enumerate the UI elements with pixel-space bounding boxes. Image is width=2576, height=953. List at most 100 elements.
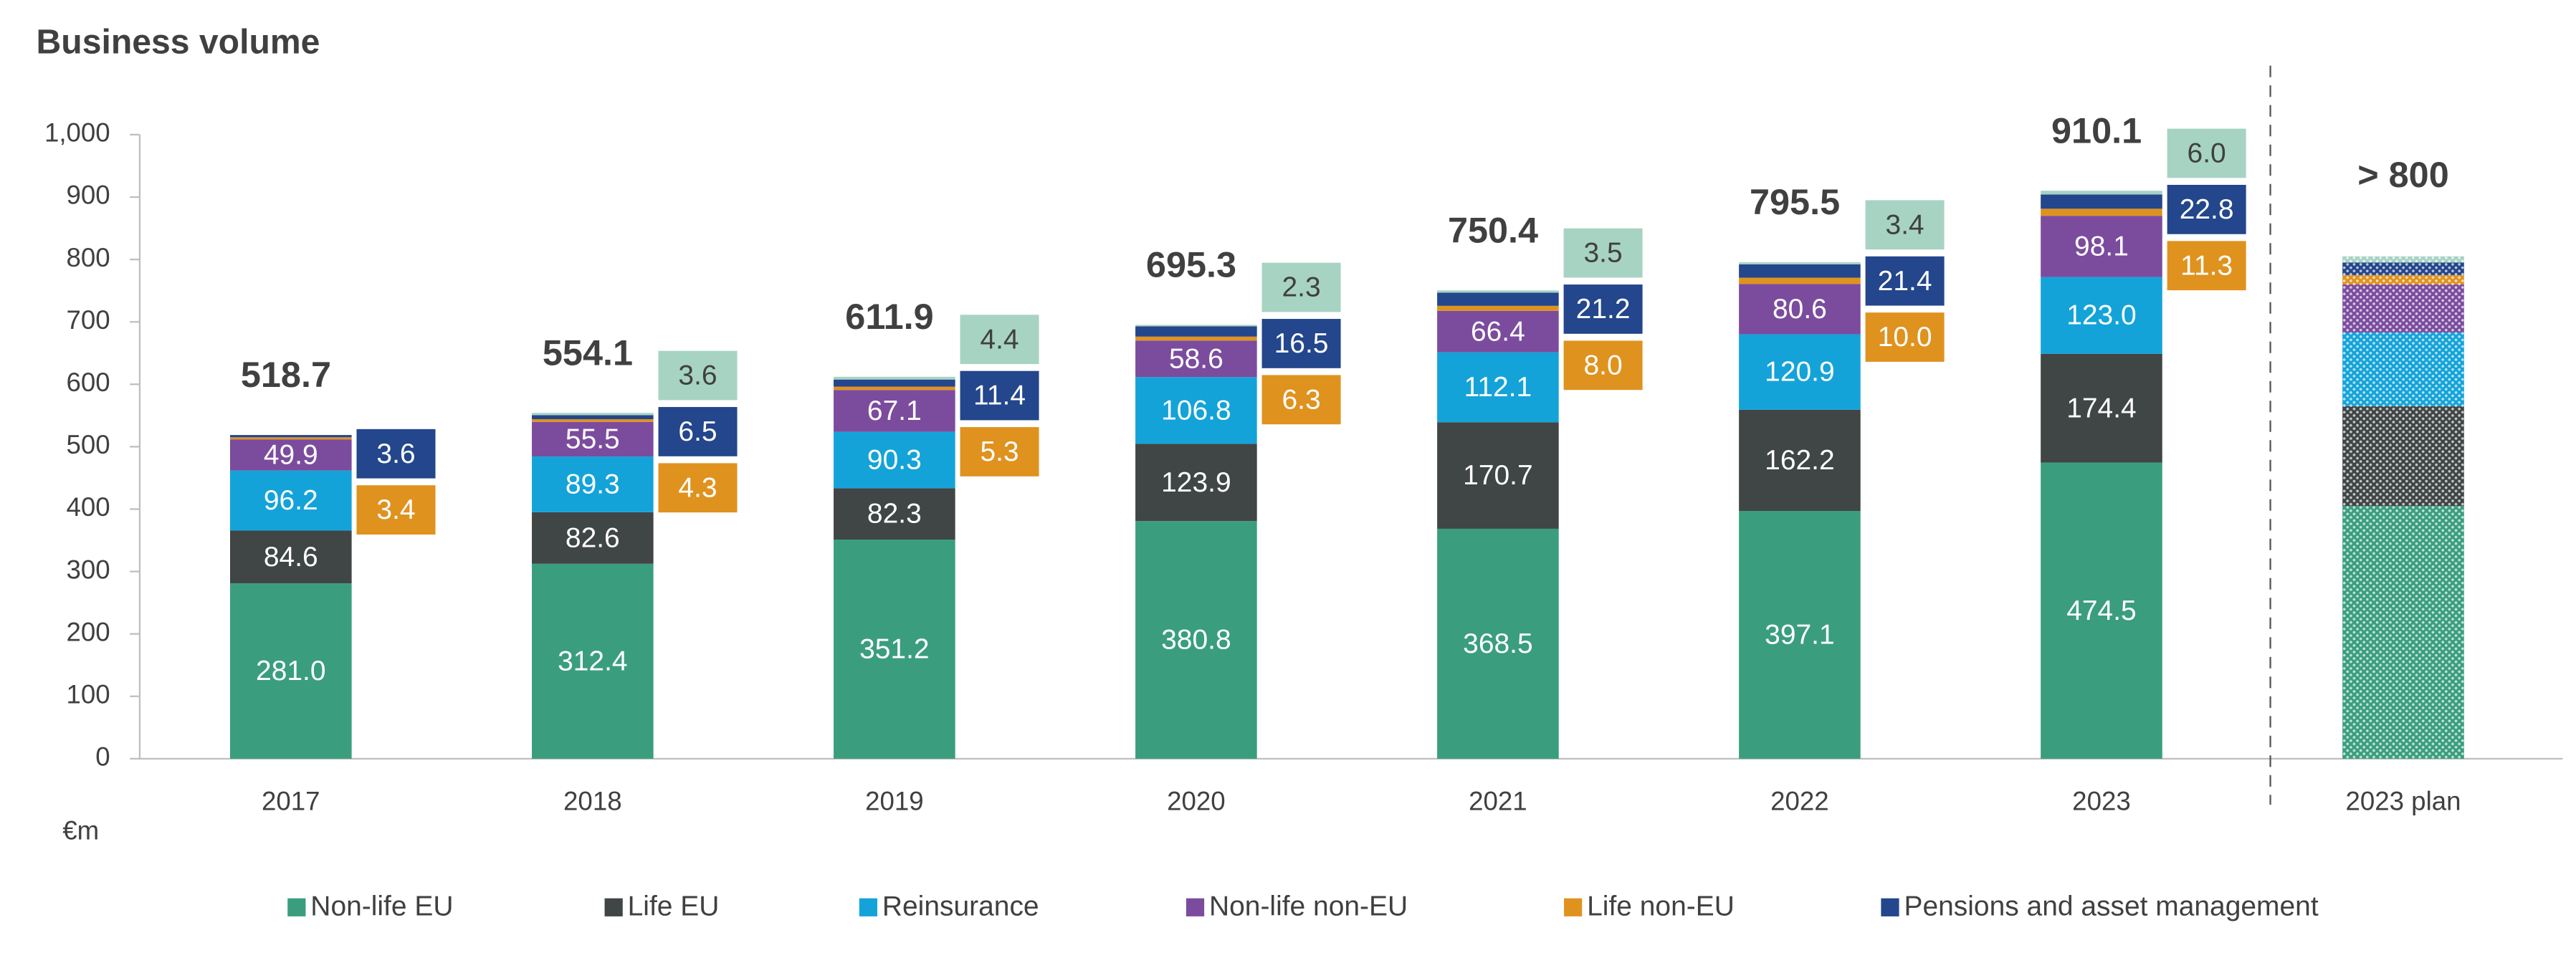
- y-tick-label: 300: [67, 555, 110, 584]
- value-label: 82.3: [867, 499, 922, 530]
- value-label: 89.3: [566, 469, 620, 500]
- value-label: 281.0: [256, 656, 325, 686]
- value-label-box: [1563, 340, 1643, 391]
- legend-swatch: [1881, 898, 1899, 916]
- bar-segment: [2041, 216, 2162, 277]
- value-label-box: [1865, 312, 1945, 362]
- legend-label: Reinsurance: [882, 891, 1039, 922]
- value-label: 3.4: [1886, 209, 1924, 240]
- bar-segment: [230, 583, 352, 759]
- bar-segment: [2342, 406, 2464, 507]
- value-label: 123.9: [1161, 467, 1231, 498]
- value-label: 3.4: [376, 494, 415, 525]
- x-tick-label: 2023 plan: [2345, 786, 2461, 815]
- bar-segment: [230, 439, 352, 471]
- total-box: [225, 351, 347, 401]
- value-label: 174.4: [2066, 393, 2136, 423]
- total-label: 695.3: [1146, 244, 1236, 284]
- legend-swatch: [1186, 898, 1205, 916]
- y-tick-label: 1,000: [44, 118, 110, 148]
- legend-swatch: [1564, 898, 1583, 916]
- value-label-box: [1865, 200, 1945, 250]
- value-label: 4.3: [678, 472, 717, 503]
- bar-segment: [532, 563, 654, 759]
- total-box: [1432, 206, 1554, 257]
- bar-segment: [834, 379, 955, 387]
- bar-segment: [1135, 325, 1257, 327]
- value-label: 2.3: [1282, 272, 1320, 303]
- total-label: 554.1: [543, 332, 633, 373]
- x-tick-label: 2017: [262, 786, 320, 815]
- bar-segment: [230, 470, 352, 531]
- x-tick-label: 2022: [1770, 786, 1829, 815]
- value-label: 16.5: [1274, 328, 1329, 359]
- value-label: 90.3: [867, 445, 922, 476]
- value-label: 98.1: [2074, 231, 2129, 262]
- value-label-box: [1261, 375, 1341, 425]
- bar-segment: [1135, 340, 1257, 378]
- bar-segment: [1437, 422, 1559, 529]
- value-label: 58.6: [1169, 343, 1223, 374]
- bar-segment: [1739, 262, 1861, 264]
- bar-segment: [532, 418, 654, 422]
- value-label: 397.1: [1765, 620, 1834, 651]
- value-label-box: [1261, 319, 1341, 368]
- bar-segment: [2342, 506, 2464, 759]
- value-label: 6.5: [678, 416, 717, 447]
- value-label-box: [356, 428, 436, 479]
- bar-segment: [2342, 332, 2464, 406]
- bar-segment: [1437, 305, 1559, 311]
- y-tick-label: 600: [67, 368, 110, 397]
- bar-segment: [834, 390, 955, 432]
- value-label: 351.2: [859, 634, 929, 665]
- value-label-box: [658, 350, 738, 401]
- value-label-box: [960, 370, 1039, 421]
- value-label-box: [960, 315, 1039, 365]
- bar-segment: [2041, 277, 2162, 354]
- value-label: 3.6: [678, 360, 717, 391]
- value-label: 21.4: [1878, 266, 1932, 297]
- total-label: 611.9: [845, 296, 933, 337]
- value-label: 11.4: [973, 380, 1026, 411]
- bar-segment: [1437, 290, 1559, 293]
- bar-segment: [1739, 409, 1861, 512]
- bar-segment: [230, 530, 352, 584]
- bar-segment: [1135, 444, 1257, 522]
- bar-segment: [1437, 528, 1559, 759]
- bar-segment: [1739, 277, 1861, 284]
- legend-label: Pensions and asset management: [1904, 891, 2318, 922]
- bar-segment: [230, 435, 352, 438]
- bar-segment: [2342, 274, 2464, 284]
- bar-segment: [1739, 264, 1861, 278]
- bar-segment: [1739, 511, 1861, 759]
- y-tick-label: 0: [95, 742, 110, 772]
- value-label: 170.7: [1463, 460, 1532, 491]
- value-label-box: [1261, 262, 1341, 312]
- value-label: 120.9: [1765, 357, 1834, 388]
- value-label: 3.6: [376, 439, 415, 469]
- bar-segment: [1135, 521, 1257, 759]
- value-label-box: [2167, 128, 2246, 178]
- x-tick-label: 2018: [563, 786, 622, 815]
- value-label-box: [960, 427, 1039, 477]
- value-label: 380.8: [1161, 625, 1231, 656]
- value-label-box: [1865, 256, 1945, 306]
- bar-segment: [230, 437, 352, 440]
- value-label: 10.0: [1878, 322, 1932, 353]
- value-label-box: [2167, 241, 2246, 291]
- value-label: 6.3: [1282, 384, 1320, 415]
- total-label: 910.1: [2051, 110, 2142, 150]
- bar-segment: [2342, 256, 2464, 263]
- bar-segment: [1135, 326, 1257, 337]
- chart-title: Business volume: [37, 23, 320, 62]
- y-tick-label: 200: [67, 617, 110, 646]
- legend-swatch: [287, 898, 306, 916]
- value-label-box: [2167, 184, 2246, 234]
- y-tick-label: 700: [67, 305, 110, 335]
- bar-segment: [2342, 262, 2464, 275]
- value-label: 11.3: [2180, 250, 2233, 281]
- legend-label: Non-life EU: [310, 891, 453, 922]
- bar-segment: [532, 456, 654, 512]
- total-box: [1734, 178, 1856, 228]
- legend-label: Life non-EU: [1587, 891, 1735, 922]
